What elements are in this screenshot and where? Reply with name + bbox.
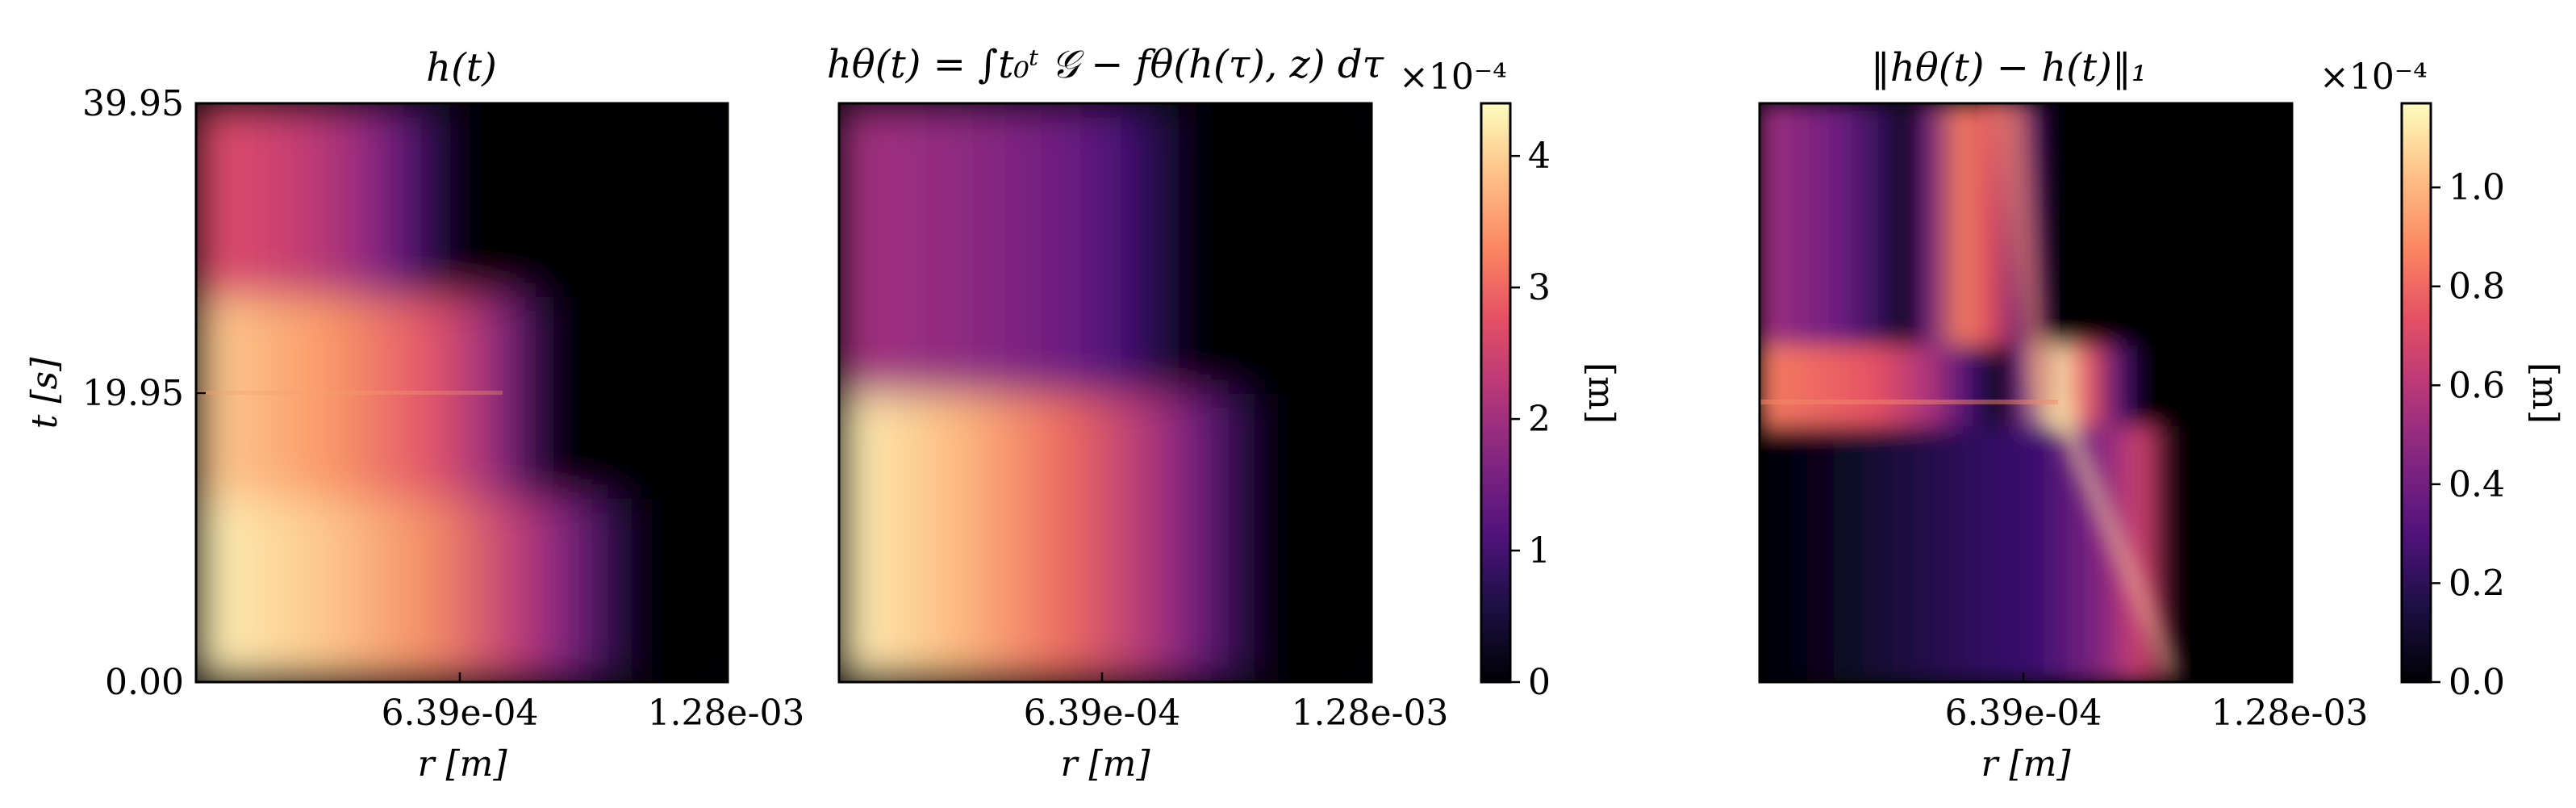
y-tick-label: 0.00 <box>105 662 184 703</box>
y-axis-label: t [s] <box>24 357 65 429</box>
colorbar-tick-label: 0.0 <box>2449 662 2505 703</box>
x-tick-label: 6.39e-04 <box>382 693 539 734</box>
colorbar-label: [m] <box>2524 362 2566 424</box>
x-axis-label: r [m] <box>1981 743 2071 785</box>
colorbar-tick-label: 0.8 <box>2449 266 2505 308</box>
x-axis-label: r [m] <box>417 743 507 785</box>
colorbar-tick-label: 1.0 <box>2449 167 2505 208</box>
heatmap-h-theta <box>839 103 1372 682</box>
axes-frame <box>837 102 1373 684</box>
colorbar-tick-label: 0.6 <box>2449 365 2505 406</box>
heatmap-error <box>1760 103 2292 682</box>
panel-error: 6.39e-04 1.28e-03 r [m] ‖hθ(t) − h(t)‖₁ <box>1758 45 2369 785</box>
colorbar-label: [m] <box>1580 362 1622 424</box>
colorbar-tick-label: 2 <box>1528 399 1551 440</box>
x-axis-label: r [m] <box>1060 743 1150 785</box>
colorbar-scale: ×10⁻⁴ <box>1399 57 1507 98</box>
y-tick-label: 39.95 <box>82 83 184 124</box>
colorbar-scale: ×10⁻⁴ <box>2319 57 2428 98</box>
x-tick-label: 1.28e-03 <box>2211 693 2369 734</box>
colorbar-tick-label: 3 <box>1528 267 1551 308</box>
colorbar-tick-label: 0.2 <box>2449 563 2505 604</box>
panel-title: h(t) <box>426 45 497 90</box>
x-tick-label: 1.28e-03 <box>648 693 805 734</box>
colorbar-error: 0.0 0.2 0.4 0.6 0.8 1.0 ×10⁻⁴ [m] <box>2319 57 2566 703</box>
colorbar-tick-label: 4 <box>1528 136 1551 177</box>
axes-frame <box>1758 102 2294 684</box>
colorbar-gradient <box>1481 103 1510 682</box>
colorbar-ticks: 0 1 2 3 4 <box>1510 136 1551 703</box>
colorbar-ticks: 0.0 0.2 0.4 0.6 0.8 1.0 <box>2431 167 2505 703</box>
panel-title: ‖hθ(t) − h(t)‖₁ <box>1871 45 2147 90</box>
panel-title: hθ(t) = ∫t₀ᵗ 𝒢 − fθ(h(τ), z) dτ <box>827 42 1385 87</box>
panel-h-t: 0.00 19.95 39.95 6.39e-04 1.28e-03 r [m]… <box>24 45 804 785</box>
x-tick-label: 6.39e-04 <box>1024 693 1181 734</box>
colorbar-tick-label: 1 <box>1528 530 1551 571</box>
colorbar-h: 0 1 2 3 4 ×10⁻⁴ [m] <box>1399 57 1622 703</box>
colorbar-gradient <box>2402 103 2431 682</box>
x-tick-label: 6.39e-04 <box>1945 693 2102 734</box>
y-tick-label: 19.95 <box>82 373 184 414</box>
colorbar-tick-label: 0.4 <box>2449 464 2505 505</box>
colorbar-tick-label: 0 <box>1528 662 1551 703</box>
x-tick-label: 1.28e-03 <box>1292 693 1449 734</box>
heatmap-h-t <box>196 103 728 682</box>
panel-h-theta: 6.39e-04 1.28e-03 r [m] hθ(t) = ∫t₀ᵗ 𝒢 −… <box>827 42 1449 785</box>
